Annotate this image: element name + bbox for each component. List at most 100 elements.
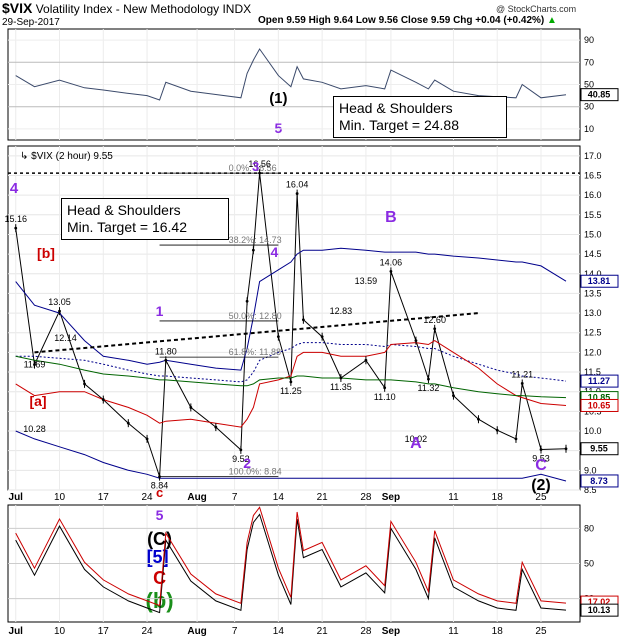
price-point bbox=[495, 428, 499, 432]
price-point bbox=[339, 376, 343, 380]
price-point bbox=[383, 386, 387, 390]
wave-label: 5 bbox=[156, 507, 164, 523]
price-point bbox=[364, 358, 368, 362]
series-line bbox=[15, 430, 567, 482]
price-point bbox=[14, 226, 18, 230]
ohlc-readout: Open 9.59 High 9.64 Low 9.56 Close 9.59 … bbox=[258, 15, 557, 26]
price-legend: ↳ $VIX (2 hour) 9.55 bbox=[20, 151, 113, 162]
price-point bbox=[414, 339, 418, 343]
x-label-bottom: Aug bbox=[187, 626, 206, 637]
price-point bbox=[539, 448, 543, 451]
ohlc-values: Open 9.59 High 9.64 Low 9.56 Close 9.59 … bbox=[258, 15, 545, 26]
price-point bbox=[514, 437, 518, 441]
price-tick-label: 13.5 bbox=[584, 288, 602, 298]
price-point bbox=[145, 437, 149, 441]
value-badge bbox=[580, 474, 619, 488]
x-label-main: 17 bbox=[98, 492, 110, 503]
x-label-main: 24 bbox=[141, 492, 153, 503]
price-tick-label: 14.5 bbox=[584, 249, 602, 259]
price-point bbox=[276, 335, 280, 339]
value-badge-label: 11.27 bbox=[588, 376, 610, 386]
x-label-bottom: 25 bbox=[535, 626, 547, 637]
x-label-main: 25 bbox=[535, 492, 547, 503]
value-badge-label: 13.81 bbox=[588, 276, 611, 286]
fib-label: 61.8%: 11.88 bbox=[229, 347, 281, 357]
x-label-bottom: 14 bbox=[273, 626, 285, 637]
price-label: 10.28 bbox=[23, 424, 46, 434]
rsi-line bbox=[15, 48, 567, 101]
price-tick-label: 15.0 bbox=[584, 229, 602, 239]
rsi-tick-label: 10 bbox=[584, 124, 594, 134]
price-label: 11.25 bbox=[280, 386, 302, 396]
ticker-symbol: $VIX bbox=[2, 0, 33, 16]
price-point bbox=[427, 377, 430, 381]
value-badge bbox=[580, 442, 619, 456]
price-point bbox=[301, 318, 305, 322]
x-label-main: Jul bbox=[9, 492, 24, 503]
value-badge-label: 9.55 bbox=[590, 444, 608, 454]
wave-label: (C) bbox=[147, 529, 172, 549]
price-label: 14.06 bbox=[380, 257, 403, 267]
hs-left-line-2: Min. Target = 16.42 bbox=[67, 219, 187, 235]
wave-label: 1 bbox=[156, 303, 164, 319]
copyright: @ StockCharts.com bbox=[496, 4, 577, 14]
x-label-bottom: 10 bbox=[54, 626, 66, 637]
value-badge-label: 10.65 bbox=[588, 400, 611, 410]
series-line bbox=[15, 173, 567, 477]
x-label-bottom: 17 bbox=[98, 626, 110, 637]
price-label: 11.21 bbox=[511, 369, 533, 379]
price-label: 11.80 bbox=[155, 346, 177, 356]
wave-label: 5 bbox=[274, 120, 282, 136]
price-label: 11.69 bbox=[24, 360, 46, 370]
stochastic-d-line bbox=[15, 506, 567, 607]
stochastic-k-line bbox=[15, 513, 567, 614]
x-label-main: 10 bbox=[54, 492, 66, 503]
x-label-main: 18 bbox=[492, 492, 504, 503]
stoch-tick-label: 80 bbox=[584, 523, 594, 533]
price-point bbox=[101, 398, 105, 401]
price-label: 15.16 bbox=[4, 214, 27, 224]
price-point bbox=[520, 382, 524, 385]
x-label-main: 11 bbox=[448, 492, 459, 503]
price-label: 9.52 bbox=[232, 454, 250, 464]
x-label-bottom: 18 bbox=[492, 626, 504, 637]
rsi-tick-label: 30 bbox=[584, 102, 594, 112]
price-point bbox=[433, 327, 437, 331]
x-label-main: 21 bbox=[317, 492, 329, 503]
price-point bbox=[320, 335, 324, 339]
price-point bbox=[564, 447, 568, 451]
value-badge-label: 10.13 bbox=[588, 605, 611, 615]
rsi-tick-label: 70 bbox=[584, 57, 594, 67]
price-point bbox=[58, 309, 61, 313]
x-label-main: Sep bbox=[382, 492, 400, 503]
price-point bbox=[477, 417, 480, 421]
price-point bbox=[83, 382, 86, 386]
value-badge bbox=[580, 88, 619, 102]
price-tick-label: 12.0 bbox=[584, 347, 602, 357]
value-badge bbox=[580, 603, 619, 617]
hs-neckline bbox=[34, 312, 479, 354]
wave-label: 2 bbox=[243, 455, 251, 471]
wave-label: [a] bbox=[29, 393, 46, 409]
value-badge-label: 17.02 bbox=[588, 597, 611, 607]
wave-label: B bbox=[385, 209, 397, 226]
wave-label: 4 bbox=[270, 244, 278, 260]
price-label: 16.04 bbox=[286, 180, 309, 190]
price-point bbox=[164, 358, 168, 362]
price-label: 9.53 bbox=[532, 454, 550, 464]
price-label: 13.59 bbox=[355, 276, 378, 286]
x-label-bottom: 24 bbox=[141, 626, 153, 637]
price-point bbox=[239, 448, 243, 452]
value-badge bbox=[580, 274, 619, 288]
x-label-bottom: 11 bbox=[448, 626, 459, 637]
fib-label: 38.2%: 14.73 bbox=[229, 235, 282, 245]
wave-label: (1) bbox=[269, 90, 287, 107]
price-tick-label: 16.5 bbox=[584, 170, 602, 180]
value-badge-label: 10.85 bbox=[588, 393, 611, 403]
price-tick-label: 12.5 bbox=[584, 328, 602, 338]
series-line bbox=[15, 355, 567, 399]
price-point bbox=[251, 248, 255, 252]
price-tick-label: 14.0 bbox=[584, 269, 602, 279]
price-tick-label: 9.0 bbox=[584, 465, 597, 475]
wave-label: C bbox=[153, 568, 166, 588]
